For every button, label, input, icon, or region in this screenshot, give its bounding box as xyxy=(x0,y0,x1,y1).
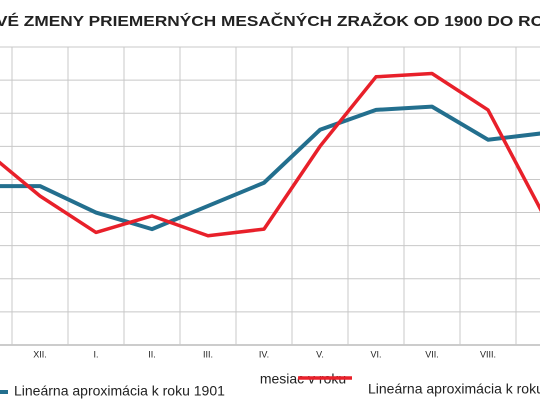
legend-label: Lineárna aproximácia k roku xyxy=(368,381,540,397)
x-tick-label: IV. xyxy=(259,349,269,359)
legend-label: Lineárna aproximácia k roku 1901 xyxy=(14,383,225,399)
plot-area xyxy=(0,71,540,238)
x-tick-label: VI. xyxy=(370,349,381,359)
x-tick-label: VII. xyxy=(425,349,439,359)
series-line xyxy=(0,71,540,238)
x-tick-label: III. xyxy=(203,349,213,359)
x-tick-label: XII. xyxy=(33,349,47,359)
series-line xyxy=(0,104,540,232)
x-tick-label: II. xyxy=(148,349,156,359)
chart-title: VÉ ZMENY PRIEMERNÝCH MESAČNÝCH ZRAŽOK OD… xyxy=(0,12,540,30)
x-tick-label: I. xyxy=(93,349,98,359)
x-tick-label: V. xyxy=(316,349,324,359)
x-tick-label: VIII. xyxy=(480,349,496,359)
